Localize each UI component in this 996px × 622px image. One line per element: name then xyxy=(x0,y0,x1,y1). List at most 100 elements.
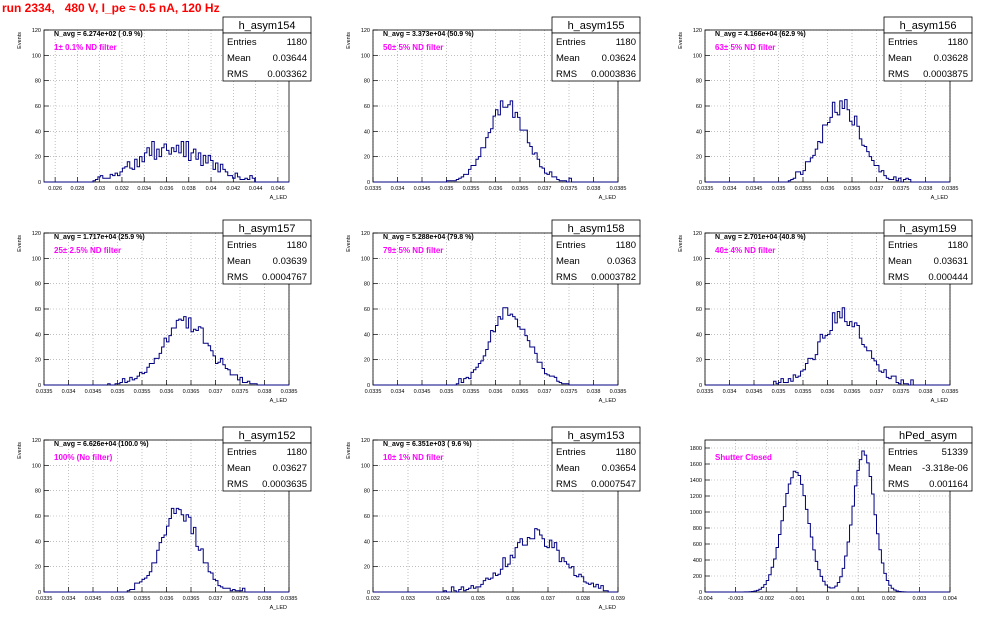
histogram-panel-h_asym154: 0 20 40 60 80 100 120 0.026 0.028 0.03 0.032 0.034 0… xyxy=(17,16,312,201)
x-tick-label: 0.038 xyxy=(587,186,601,192)
stat-label-entries: Entries xyxy=(888,37,918,48)
filter-label: 63± 5% ND filter xyxy=(715,43,775,52)
y-tick-label: 60 xyxy=(364,104,370,110)
y-tick-label: 80 xyxy=(35,282,41,288)
x-tick-label: 0.026 xyxy=(48,186,62,192)
y-tick-label: 0 xyxy=(38,180,41,186)
x-tick-label: 0.0335 xyxy=(365,186,382,192)
x-tick-label: 0.0375 xyxy=(893,389,910,395)
y-tick-label: 100 xyxy=(361,256,370,262)
x-tick-label: 0.036 xyxy=(506,596,520,602)
histogram-bars xyxy=(373,100,618,183)
x-tick-label: 0.037 xyxy=(209,596,223,602)
histogram-bars xyxy=(373,307,618,386)
x-axis-label: A_LED xyxy=(599,195,616,201)
stat-label-entries: Entries xyxy=(556,240,586,251)
histogram-panel-hPed_asym: 0 200 400 600 800 1000 1200 1400 1600 1800 -0.004 -… xyxy=(690,426,973,602)
stat-label-entries: Entries xyxy=(556,447,586,458)
x-axis-label: A_LED xyxy=(931,195,948,201)
y-tick-label: 0 xyxy=(699,180,702,186)
x-tick-label: 0.034 xyxy=(436,596,450,602)
stat-value-entries: 1180 xyxy=(616,240,636,251)
y-tick-label: 1400 xyxy=(690,478,702,484)
stats-title: h_asym159 xyxy=(900,223,957,235)
stat-label-rms: RMS xyxy=(227,479,248,490)
y-tick-label: 0 xyxy=(699,590,702,596)
stat-label-mean: Mean xyxy=(888,463,912,474)
y-tick-label: 120 xyxy=(32,231,41,237)
y-tick-label: 0 xyxy=(367,383,370,389)
navg-label: N_avg = 3.373e+04 (50.9 %) xyxy=(383,31,474,38)
x-tick-label: 0.035 xyxy=(440,389,454,395)
x-tick-label: 0.0345 xyxy=(85,389,102,395)
y-tick-label: 100 xyxy=(32,53,41,59)
y-tick-label: 80 xyxy=(364,79,370,85)
stat-label-entries: Entries xyxy=(556,37,586,48)
x-tick-label: 0.034 xyxy=(62,596,76,602)
x-tick-label: 0.0385 xyxy=(942,389,959,395)
y-tick-label: 40 xyxy=(696,332,702,338)
x-tick-label: 0.035 xyxy=(471,596,485,602)
x-tick-label: 0.036 xyxy=(821,186,835,192)
x-tick-label: 0.034 xyxy=(391,186,405,192)
y-axis-label: Events xyxy=(17,235,23,252)
x-tick-label: 0.039 xyxy=(611,596,625,602)
stat-label-entries: Entries xyxy=(888,447,918,458)
y-tick-label: 100 xyxy=(32,463,41,469)
x-tick-label: 0.0345 xyxy=(746,186,763,192)
x-axis-label: A_LED xyxy=(599,605,616,611)
y-tick-label: 40 xyxy=(35,129,41,135)
y-tick-label: 20 xyxy=(696,155,702,161)
x-axis-label: A_LED xyxy=(270,195,287,201)
x-tick-label: 0.0345 xyxy=(414,186,431,192)
stat-value-entries: 1180 xyxy=(616,37,636,48)
x-tick-label: 0.034 xyxy=(391,389,405,395)
x-tick-label: 0 xyxy=(826,596,829,602)
stat-label-rms: RMS xyxy=(227,69,248,80)
x-tick-label: 0.037 xyxy=(209,389,223,395)
x-tick-label: 0.0385 xyxy=(610,186,627,192)
x-tick-label: 0.035 xyxy=(111,389,125,395)
x-tick-label: 0.037 xyxy=(538,389,552,395)
histogram-bars xyxy=(44,140,289,183)
x-axis-label: A_LED xyxy=(931,398,948,404)
x-tick-label: 0.036 xyxy=(160,596,174,602)
stats-box xyxy=(551,235,641,285)
histogram-panel-h_asym158: 0 20 40 60 80 100 120 0.0335 0.034 0.0345 0.035 0.0… xyxy=(346,219,641,404)
x-tick-label: 0.038 xyxy=(587,389,601,395)
y-tick-label: 60 xyxy=(364,307,370,313)
x-tick-label: 0.0375 xyxy=(561,186,578,192)
x-tick-label: 0.038 xyxy=(576,596,590,602)
stat-label-entries: Entries xyxy=(227,240,257,251)
y-tick-label: 40 xyxy=(35,332,41,338)
x-tick-label: 0.035 xyxy=(111,596,125,602)
y-tick-label: 100 xyxy=(32,256,41,262)
y-tick-label: 200 xyxy=(693,574,702,580)
histogram-bars xyxy=(44,507,289,593)
x-tick-label: 0.035 xyxy=(772,186,786,192)
x-tick-label: 0.0375 xyxy=(232,389,249,395)
histogram-bars xyxy=(705,99,950,183)
x-tick-label: 0.037 xyxy=(870,186,884,192)
x-tick-label: 0.03 xyxy=(94,186,105,192)
x-tick-label: 0.0355 xyxy=(134,389,151,395)
x-tick-label: 0.0335 xyxy=(365,389,382,395)
stat-label-mean: Mean xyxy=(556,256,580,267)
stat-value-mean: 0.03639 xyxy=(273,256,307,267)
stat-value-mean: 0.03654 xyxy=(602,463,636,474)
x-tick-label: 0.0365 xyxy=(512,389,529,395)
y-tick-label: 100 xyxy=(693,256,702,262)
x-tick-label: 0.0365 xyxy=(844,186,861,192)
x-tick-label: 0.001 xyxy=(851,596,865,602)
stats-title: h_asym156 xyxy=(900,20,957,32)
y-tick-label: 80 xyxy=(696,282,702,288)
stat-label-entries: Entries xyxy=(227,37,257,48)
x-tick-label: 0.0365 xyxy=(512,186,529,192)
stat-label-mean: Mean xyxy=(888,256,912,267)
filter-label: 1± 0.1% ND filter xyxy=(54,43,117,52)
stat-label-mean: Mean xyxy=(556,463,580,474)
x-tick-label: 0.038 xyxy=(258,389,272,395)
filter-label: 100% (No filter) xyxy=(54,453,113,462)
navg-label: N_avg = 6.274e+02 ( 0.9 %) xyxy=(54,31,143,38)
stats-box xyxy=(551,442,641,492)
